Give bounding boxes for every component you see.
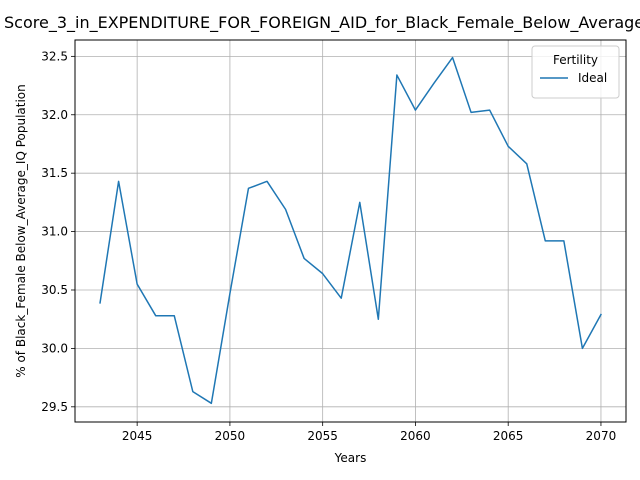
x-tick-label: 2070 (586, 429, 617, 443)
y-axis-label: % of Black_Female Below_Average_IQ Popul… (14, 84, 28, 378)
legend-entry-ideal: Ideal (578, 71, 607, 85)
x-tick-label: 2055 (307, 429, 338, 443)
x-axis: 2045 2050 2055 2060 2065 2070 (122, 422, 616, 443)
y-tick-label: 31.0 (41, 225, 68, 239)
plot-frame (74, 39, 627, 423)
y-axis: 29.5 30.0 30.5 31.0 31.5 32.0 32.5 (41, 49, 75, 414)
legend-box (531, 45, 620, 99)
chart-title: Score_3_in_EXPENDITURE_FOR_FOREIGN_AID_f… (4, 13, 640, 33)
legend-title: Fertility (553, 53, 598, 67)
series-line-ideal (99, 56, 602, 405)
y-tick-label: 31.5 (41, 166, 68, 180)
x-axis-label: Years (334, 451, 367, 465)
y-tick-label: 32.0 (41, 108, 68, 122)
grid-lines (75, 40, 626, 422)
y-tick-label: 30.5 (41, 283, 68, 297)
y-tick-label: 32.5 (41, 49, 68, 63)
x-tick-label: 2050 (215, 429, 246, 443)
x-tick-label: 2045 (122, 429, 153, 443)
x-tick-label: 2065 (493, 429, 524, 443)
legend: Fertility Ideal (531, 45, 620, 99)
y-tick-label: 29.5 (41, 400, 68, 414)
y-tick-label: 30.0 (41, 341, 68, 355)
x-tick-label: 2060 (400, 429, 431, 443)
series-layer (99, 56, 602, 405)
